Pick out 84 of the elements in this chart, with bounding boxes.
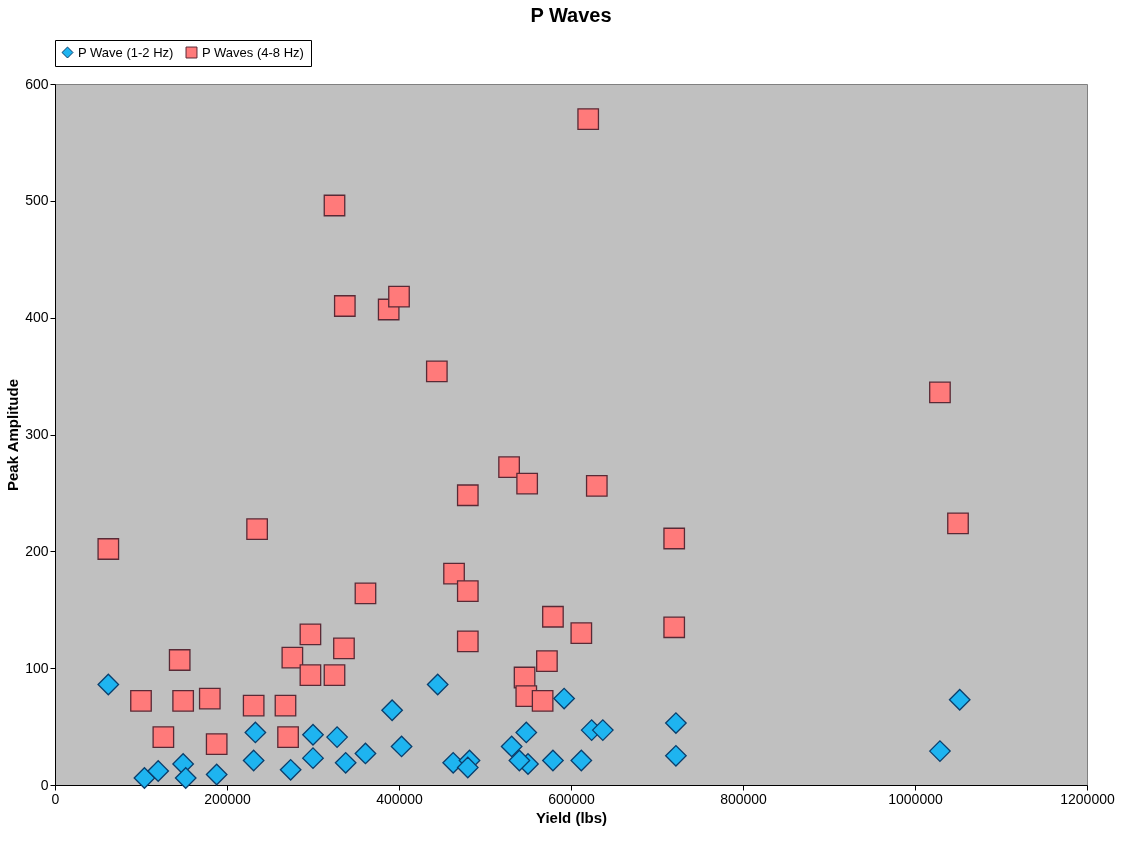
point <box>277 726 299 748</box>
point <box>205 763 228 786</box>
point <box>553 687 576 710</box>
point <box>456 484 479 507</box>
point <box>334 751 357 774</box>
point <box>333 295 356 317</box>
point <box>174 767 197 789</box>
point <box>299 623 322 646</box>
point <box>929 740 951 763</box>
point <box>577 108 600 130</box>
point <box>279 758 302 781</box>
x-axis-title: Yield (lbs) <box>535 808 608 826</box>
point <box>205 733 228 756</box>
point <box>168 649 191 671</box>
point <box>443 562 465 585</box>
point <box>302 747 324 770</box>
point <box>456 756 479 779</box>
point <box>198 687 221 710</box>
point <box>390 735 413 758</box>
point <box>172 689 195 712</box>
y-axis-title: Peak Amplitude <box>4 379 22 491</box>
point <box>152 726 175 748</box>
point <box>570 622 593 645</box>
chart-title: P Waves <box>530 3 612 26</box>
point <box>97 673 120 696</box>
point <box>281 646 304 669</box>
x-tick-label: 200000 <box>204 790 252 807</box>
point <box>244 721 267 744</box>
point <box>591 719 614 741</box>
point <box>425 360 448 383</box>
point <box>323 194 346 217</box>
legend-label: P Waves (4-8 Hz) <box>202 44 304 60</box>
y-tick-label: 400 <box>25 309 49 326</box>
point <box>665 712 687 734</box>
point <box>242 749 265 772</box>
point <box>323 664 346 687</box>
point <box>354 742 377 765</box>
point <box>456 630 479 653</box>
point <box>515 721 538 744</box>
point <box>516 472 539 495</box>
x-tick-label: 1200000 <box>1060 790 1115 807</box>
point <box>97 538 120 560</box>
point <box>663 527 686 550</box>
point <box>665 744 687 767</box>
point <box>133 767 156 789</box>
point <box>585 475 608 497</box>
point <box>130 689 152 712</box>
point <box>381 699 404 722</box>
y-tick-label: 100 <box>25 659 49 676</box>
point <box>948 688 971 711</box>
point <box>274 694 297 717</box>
point <box>663 616 686 639</box>
point <box>426 673 449 696</box>
point <box>147 760 170 782</box>
point <box>531 689 554 712</box>
y-tick-label: 600 <box>25 75 49 92</box>
point <box>542 605 564 628</box>
point <box>542 749 564 772</box>
point <box>326 726 348 748</box>
point <box>947 512 969 535</box>
point <box>354 582 377 605</box>
x-tick-label: 600000 <box>548 790 596 807</box>
legend-label: P Wave (1-2 Hz) <box>78 44 174 60</box>
point <box>388 285 410 308</box>
point <box>299 664 322 687</box>
point <box>500 735 523 758</box>
x-tick-label: 0 <box>51 790 60 807</box>
point <box>242 694 265 717</box>
x-tick-label: 800000 <box>720 790 768 807</box>
y-tick-label: 300 <box>25 426 49 442</box>
point <box>536 650 558 673</box>
y-tick-label: 0 <box>40 776 49 793</box>
x-tick-label: 400000 <box>376 790 424 807</box>
point <box>498 456 520 479</box>
x-tick-label: 1000000 <box>888 790 943 807</box>
point <box>456 580 479 602</box>
y-tick-label: 500 <box>25 192 49 209</box>
point <box>570 749 593 772</box>
point <box>302 723 324 746</box>
y-tick-label: 200 <box>25 542 49 559</box>
point <box>508 749 531 772</box>
point <box>333 637 355 660</box>
point <box>246 518 268 541</box>
point <box>929 381 951 404</box>
